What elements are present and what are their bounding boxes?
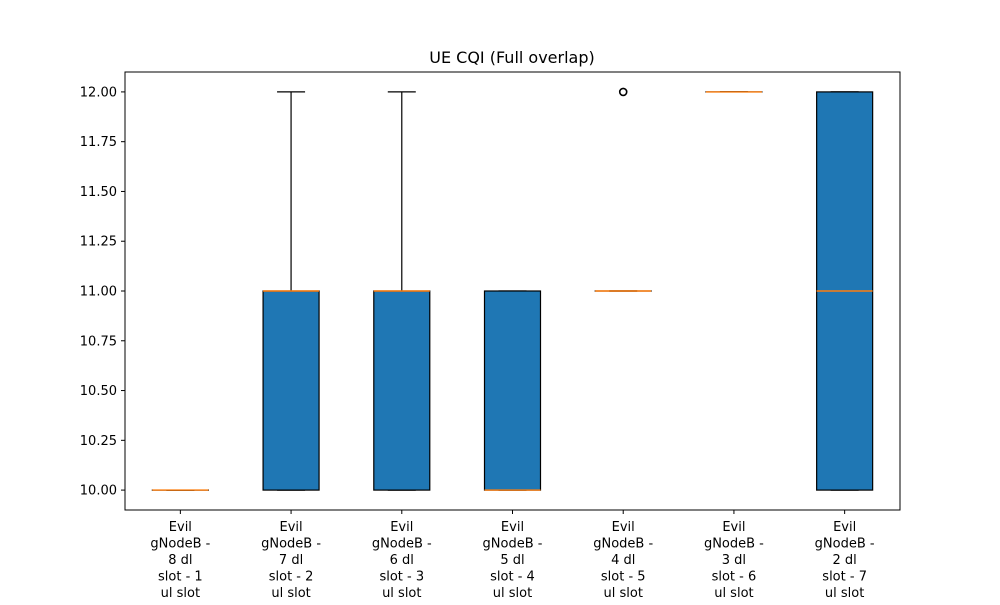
box-iqr [374,291,430,490]
x-tick-label-line: 6 dl [390,553,414,568]
x-tick-label-line: gNodeB - [593,537,653,552]
x-tick-label-line: ul slot [604,586,643,600]
x-tick-label-line: gNodeB - [704,537,764,552]
x-tick-label-line: gNodeB - [815,537,875,552]
x-tick-label-line: slot - 3 [379,570,424,585]
outlier-point [620,88,627,95]
x-tick-label-line: ul slot [493,586,532,600]
x-tick-label-line: ul slot [825,586,864,600]
box-group [595,88,651,291]
x-tick-label-line: 8 dl [168,553,192,568]
x-tick-label-line: gNodeB - [372,537,432,552]
box-group [263,92,319,490]
box-iqr [263,291,319,490]
x-tick-label-line: ul slot [271,586,310,600]
x-tick-label-line: Evil [722,520,745,535]
x-tick-label-line: Evil [390,520,413,535]
x-tick-label-line: Evil [501,520,524,535]
x-tick-label-line: 4 dl [611,553,635,568]
x-tick-label-line: slot - 7 [822,570,867,585]
x-tick-label-line: gNodeB - [150,537,210,552]
x-tick-label-line: gNodeB - [261,537,321,552]
y-tick-label: 12.00 [80,85,117,100]
x-tick-label-line: slot - 1 [158,570,203,585]
x-tick-label-line: gNodeB - [483,537,543,552]
box-group [817,92,873,490]
x-tick-label-line: ul slot [161,586,200,600]
y-tick-label: 11.25 [80,235,117,250]
y-tick-label: 11.00 [80,285,117,300]
y-tick-label: 10.75 [80,334,117,349]
box-iqr [485,291,541,490]
y-tick-label: 10.50 [80,384,117,399]
x-tick-label-line: 2 dl [833,553,857,568]
plot-area: 10.00 10.25 10.50 10.75 11.00 11.25 11.50 11.75… [80,72,900,600]
x-tick-label-line: 5 dl [500,553,524,568]
x-tick-label-line: Evil [833,520,856,535]
x-tick-label-line: slot - 4 [490,570,535,585]
x-tick-label-line: slot - 5 [601,570,646,585]
y-tick-label: 11.50 [80,185,117,200]
chart-title: UE CQI (Full overlap) [429,48,595,67]
x-tick-label-line: Evil [612,520,635,535]
x-tick-label-line: slot - 2 [269,570,314,585]
y-tick-label: 10.00 [80,484,117,499]
x-tick-label-line: Evil [169,520,192,535]
x-tick-label-line: 3 dl [722,553,746,568]
x-tick-label-line: ul slot [382,586,421,600]
y-tick-label: 10.25 [80,434,117,449]
box-group [485,291,541,490]
x-tick-label-line: Evil [280,520,303,535]
x-tick-label-line: slot - 6 [712,570,757,585]
x-tick-label-line: ul slot [714,586,753,600]
x-tick-label-line: 7 dl [279,553,303,568]
y-tick-label: 11.75 [80,135,117,150]
box-group [374,92,430,490]
